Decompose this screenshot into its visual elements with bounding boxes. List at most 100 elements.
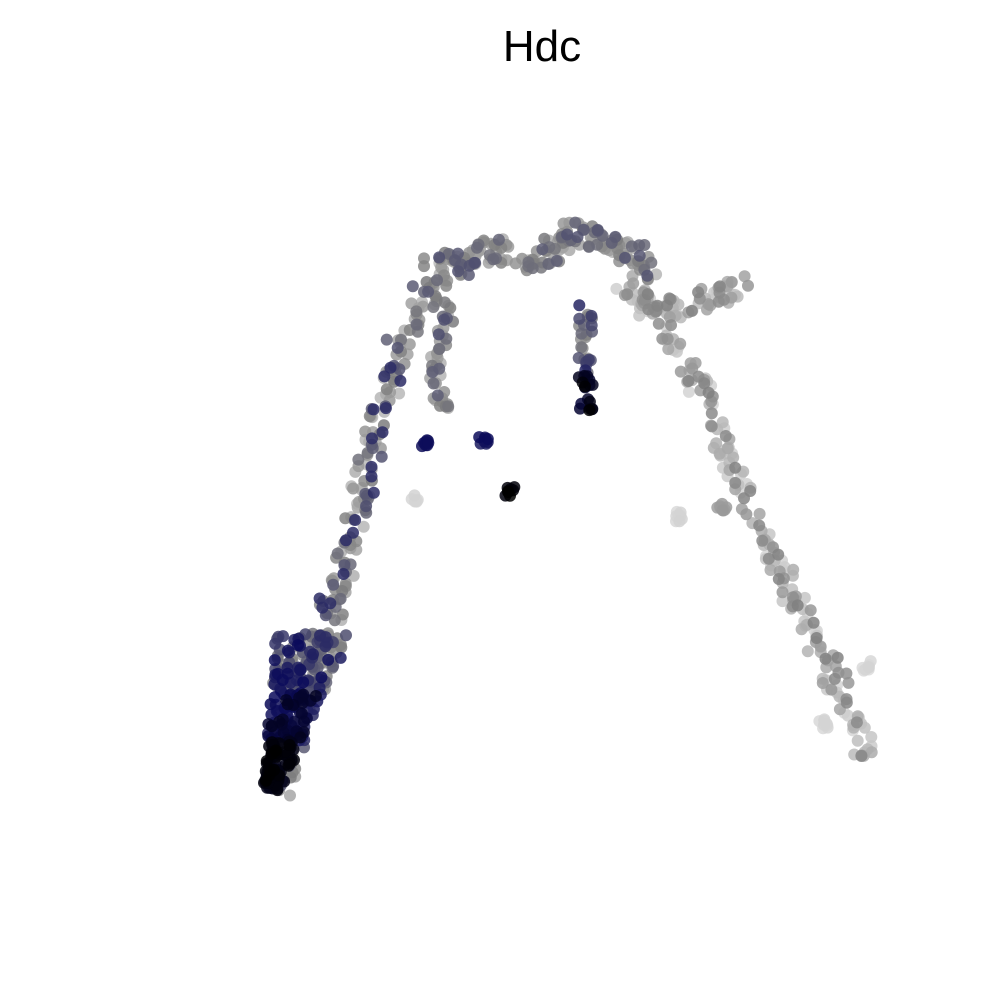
scatter-point bbox=[313, 592, 326, 605]
scatter-point bbox=[340, 629, 352, 642]
scatter-point bbox=[772, 573, 785, 585]
scatter-point bbox=[526, 262, 539, 275]
scatter-point bbox=[337, 568, 350, 580]
scatter-point bbox=[692, 286, 705, 299]
scatter-point bbox=[840, 667, 853, 680]
scatter-point bbox=[762, 552, 775, 565]
scatter-point bbox=[391, 341, 404, 354]
scatter-point bbox=[682, 375, 695, 387]
scatter-point bbox=[295, 707, 308, 720]
scatter-point bbox=[727, 451, 740, 464]
scatter-point bbox=[705, 420, 718, 433]
scatter-point bbox=[433, 251, 446, 264]
scatter-point bbox=[334, 592, 347, 605]
scatter-point bbox=[268, 764, 280, 776]
scatter-point bbox=[269, 744, 282, 757]
scatter-point bbox=[585, 319, 598, 332]
scatter-point bbox=[384, 361, 397, 374]
scatter-point bbox=[347, 482, 360, 495]
scatter-point bbox=[327, 578, 340, 591]
scatter-point bbox=[574, 402, 586, 415]
scatter-point bbox=[277, 630, 289, 643]
scatter-point bbox=[281, 644, 294, 657]
scatter-point bbox=[322, 653, 335, 666]
scatter-point bbox=[296, 696, 309, 709]
scatter-point bbox=[673, 515, 686, 528]
scatter-point bbox=[819, 652, 832, 665]
scatter-point bbox=[276, 674, 289, 686]
scatter-point bbox=[665, 319, 677, 332]
scatter-point bbox=[753, 519, 766, 532]
scatter-point bbox=[721, 442, 734, 455]
points-layer bbox=[258, 216, 878, 802]
scatter-point bbox=[776, 586, 789, 599]
scatter-point bbox=[338, 559, 351, 572]
scatter-point bbox=[798, 591, 811, 604]
scatter-point bbox=[716, 504, 729, 517]
scatter-point bbox=[787, 563, 800, 576]
scatter-point bbox=[487, 253, 500, 266]
scatter-point bbox=[473, 431, 486, 444]
scatter-point bbox=[432, 328, 445, 341]
scatter-point bbox=[367, 403, 380, 416]
scatter-point bbox=[319, 631, 332, 644]
scatter-point bbox=[334, 651, 347, 664]
scatter-point bbox=[729, 476, 742, 489]
scatter-point bbox=[422, 285, 435, 298]
scatter-point bbox=[297, 676, 310, 689]
scatter-point bbox=[380, 383, 393, 396]
scatter-point bbox=[716, 416, 729, 429]
scatter-point bbox=[698, 377, 711, 390]
scatter-point bbox=[536, 243, 549, 256]
scatter-point bbox=[408, 489, 421, 502]
scatter-point bbox=[339, 512, 352, 525]
scatter-point bbox=[366, 432, 378, 445]
scatter-point bbox=[738, 270, 751, 283]
scatter-point bbox=[393, 387, 406, 400]
scatter-point bbox=[582, 240, 595, 253]
scatter-point bbox=[686, 362, 699, 375]
scatter-point bbox=[265, 720, 278, 733]
scatter-point bbox=[851, 734, 864, 747]
scatter-point bbox=[550, 254, 563, 267]
scatter-point bbox=[319, 640, 332, 653]
scatter-point bbox=[633, 249, 646, 262]
scatter-point bbox=[375, 450, 388, 463]
scatter-point bbox=[260, 774, 272, 787]
scatter-point bbox=[804, 604, 817, 617]
scatter-point bbox=[357, 520, 370, 533]
scatter-point bbox=[642, 303, 655, 316]
scatter-point bbox=[365, 460, 378, 473]
scatter-point bbox=[324, 597, 337, 610]
scatter-point bbox=[307, 648, 319, 661]
scatter-point bbox=[621, 288, 634, 301]
scatter-point bbox=[828, 672, 841, 685]
scatter-point bbox=[569, 216, 582, 229]
chart-title: Hdc bbox=[502, 22, 582, 71]
scatter-point bbox=[610, 282, 623, 295]
scatter-point bbox=[729, 461, 742, 474]
scatter-point bbox=[652, 317, 665, 330]
scatter-point bbox=[269, 637, 282, 650]
scatter-point bbox=[791, 599, 804, 612]
scatter-point bbox=[427, 377, 440, 390]
scatter-point bbox=[433, 343, 446, 355]
scatter-point bbox=[583, 404, 596, 417]
scatter-point bbox=[292, 639, 304, 652]
scatter-point bbox=[440, 279, 453, 292]
scatter-point bbox=[573, 312, 586, 325]
scatter-point bbox=[801, 645, 814, 658]
scatter-point bbox=[394, 374, 407, 387]
scatter-point bbox=[578, 380, 591, 393]
scatter-point bbox=[818, 718, 830, 731]
scatter-point bbox=[427, 301, 440, 313]
scatter-point bbox=[651, 299, 664, 312]
scatter-point bbox=[349, 514, 362, 526]
scatter-point bbox=[283, 739, 296, 751]
scatter-point bbox=[619, 251, 631, 264]
scatter-point bbox=[573, 299, 586, 312]
scatter-point bbox=[685, 304, 698, 317]
scatter-point bbox=[831, 651, 844, 664]
scatter-point bbox=[462, 269, 475, 281]
scatter-point bbox=[807, 616, 820, 629]
